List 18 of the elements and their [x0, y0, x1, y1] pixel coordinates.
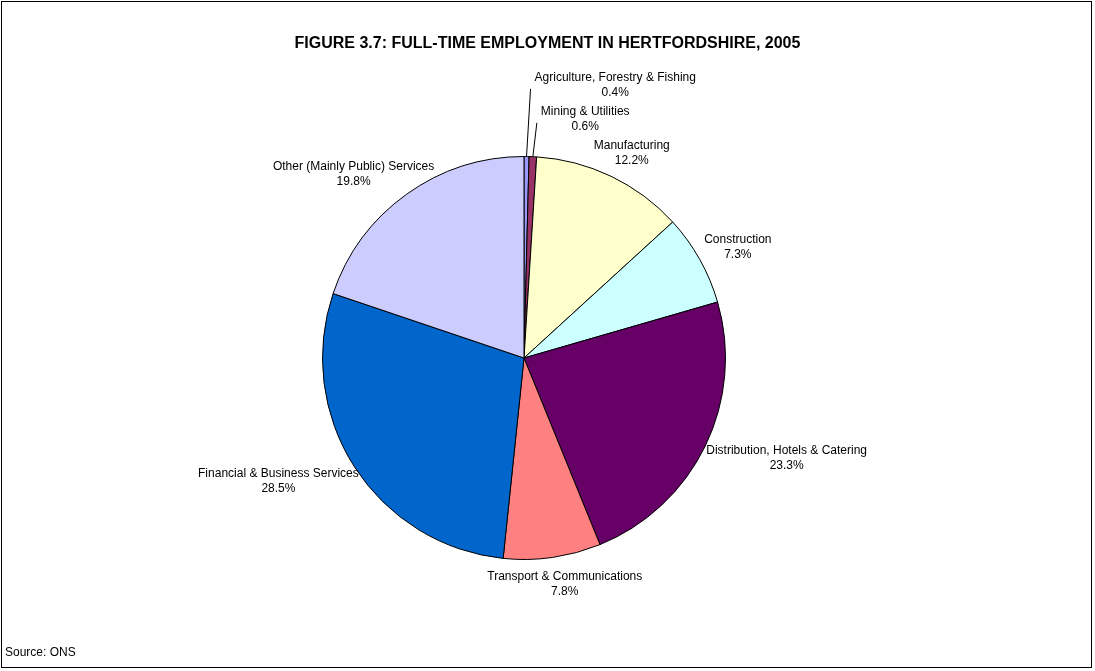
- chart-title: FIGURE 3.7: FULL-TIME EMPLOYMENT IN HERTFORDSHIRE, 2005: [293, 34, 802, 52]
- slice-label: Transport & Communications: [487, 568, 643, 583]
- data-label: 7.3%: [724, 247, 752, 262]
- data-label: 12.2%: [614, 153, 650, 168]
- slice-label: Distribution, Hotels & Catering: [706, 442, 868, 457]
- source-note: Source: ONS: [5, 645, 76, 659]
- data-label: 28.5%: [261, 481, 296, 496]
- slice-label: Construction: [704, 232, 772, 247]
- slice-label: Mining & Utilities: [540, 104, 630, 119]
- slice-label: Other (Mainly Public) Services: [272, 158, 435, 173]
- data-label: 7.8%: [551, 583, 579, 598]
- data-label: 19.8%: [336, 173, 371, 188]
- data-label: 0.4%: [601, 85, 630, 100]
- data-label: 23.3%: [769, 457, 804, 472]
- slice-label: Manufacturing: [593, 138, 670, 153]
- slice-label: Financial & Business Services: [198, 466, 359, 481]
- slice-label: Agriculture, Forestry & Fishing: [534, 70, 696, 85]
- data-label: 0.6%: [571, 119, 600, 134]
